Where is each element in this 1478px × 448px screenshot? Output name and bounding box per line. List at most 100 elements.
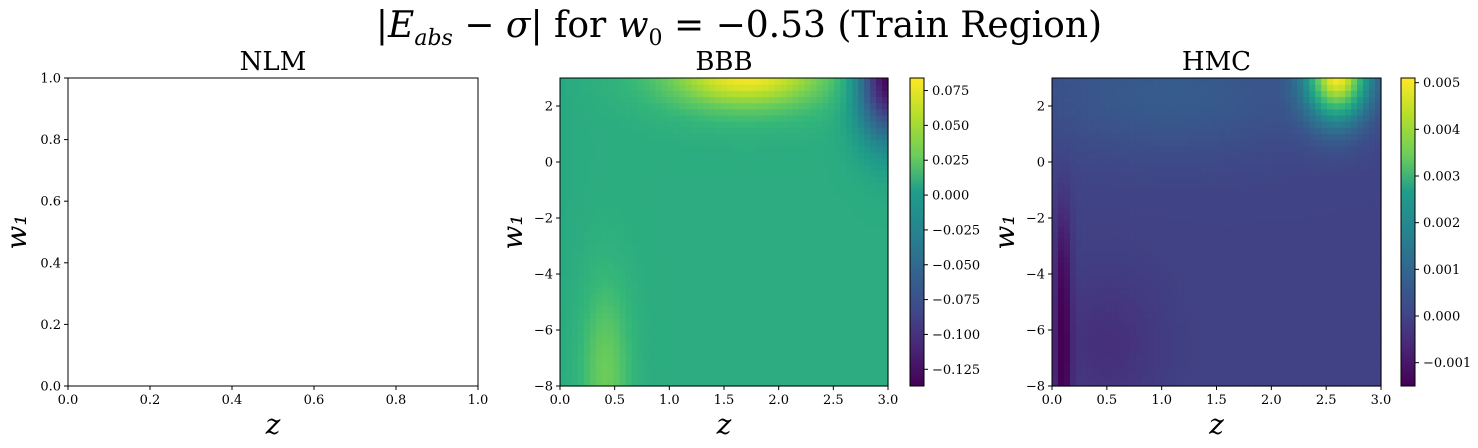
heatmap-cell <box>1052 281 1059 289</box>
heatmap-cell <box>1147 355 1155 362</box>
heatmap-cell <box>1303 244 1310 252</box>
heatmap-cell <box>1303 151 1310 159</box>
heatmap-cell <box>1171 102 1179 110</box>
heatmap-cell <box>607 114 615 122</box>
heatmap-cell <box>1052 96 1059 104</box>
heatmap-cell <box>1267 176 1274 184</box>
heatmap-cell <box>1105 238 1113 245</box>
heatmap-cell <box>619 158 627 165</box>
heatmap-cell <box>762 225 770 233</box>
heatmap-cell <box>1231 275 1239 282</box>
heatmap-cell <box>697 133 704 141</box>
heatmap-cell <box>595 342 603 350</box>
heatmap-cell <box>709 355 716 362</box>
heatmap-cell <box>768 96 776 104</box>
heatmap-cell <box>1165 336 1173 344</box>
heatmap-cell <box>1249 287 1256 295</box>
heatmap-cell <box>1219 305 1227 313</box>
heatmap-cell <box>721 238 728 245</box>
heatmap-cell <box>1207 84 1215 91</box>
heatmap-cell <box>613 90 621 98</box>
heatmap-cell <box>804 102 812 110</box>
heatmap-cell <box>1297 188 1304 196</box>
heatmap-cell <box>858 324 865 332</box>
heatmap-cell <box>816 145 823 153</box>
heatmap-cell <box>1141 127 1149 135</box>
heatmap-cell <box>661 164 668 171</box>
heatmap-cell <box>1285 219 1292 227</box>
heatmap-cell <box>1075 133 1083 141</box>
heatmap-cell <box>738 268 746 276</box>
heatmap-cell <box>1201 207 1209 215</box>
heatmap-cell <box>1249 367 1256 375</box>
heatmap-cell <box>565 275 573 282</box>
heatmap-cell <box>1255 188 1262 196</box>
heatmap-cell <box>1177 78 1185 85</box>
heatmap-cell <box>798 145 806 153</box>
heatmap-cell <box>834 367 841 375</box>
heatmap-cell <box>732 96 740 104</box>
heatmap-cell <box>744 84 752 91</box>
heatmap-cell <box>673 145 680 153</box>
heatmap-cell <box>798 355 806 362</box>
heatmap-cell <box>1135 281 1143 289</box>
heatmap-cell <box>762 232 770 239</box>
heatmap-cell <box>1219 170 1227 178</box>
heatmap-cell <box>1171 164 1179 171</box>
heatmap-cell <box>571 213 579 221</box>
heatmap-cell <box>1279 305 1286 313</box>
heatmap-cell <box>834 373 841 381</box>
heatmap-cell <box>882 176 889 184</box>
heatmap-cell <box>1177 225 1185 233</box>
heatmap-cell <box>804 250 812 258</box>
heatmap-cell <box>1111 219 1119 227</box>
heatmap-cell <box>1075 262 1083 270</box>
heatmap-cell <box>1135 336 1143 344</box>
heatmap-cell <box>1273 299 1280 307</box>
heatmap-cell <box>1255 318 1262 325</box>
heatmap-cell <box>691 281 698 289</box>
heatmap-cell <box>565 324 573 332</box>
heatmap-cell <box>1237 287 1245 295</box>
heatmap-cell <box>709 78 716 85</box>
heatmap-cell <box>834 127 841 135</box>
heatmap-cell <box>1147 349 1155 356</box>
heatmap-cell <box>1195 355 1203 362</box>
heatmap-cell <box>1201 158 1209 165</box>
heatmap-cell <box>1255 133 1262 141</box>
heatmap-cell <box>864 158 871 165</box>
heatmap-cell <box>1303 287 1310 295</box>
heatmap-cell <box>786 225 794 233</box>
heatmap-cell <box>1099 379 1107 387</box>
heatmap-cell <box>1195 232 1203 239</box>
heatmap-cell <box>858 312 865 319</box>
heatmap-cell <box>1189 145 1197 153</box>
heatmap-cell <box>715 342 722 350</box>
heatmap-cell <box>685 188 692 196</box>
heatmap-cell <box>1177 238 1185 245</box>
heatmap-cell <box>1159 207 1167 215</box>
heatmap-cell <box>661 373 668 381</box>
heatmap-cell <box>846 102 853 110</box>
heatmap-cell <box>1195 90 1203 98</box>
heatmap-cell <box>583 312 591 319</box>
heatmap-cell <box>756 287 764 295</box>
heatmap-cell <box>709 349 716 356</box>
heatmap-cell <box>1099 262 1107 270</box>
heatmap-cell <box>780 367 788 375</box>
heatmap-cell <box>768 84 776 91</box>
heatmap-cell <box>1297 90 1304 98</box>
heatmap-cell <box>1195 102 1203 110</box>
heatmap-cell <box>750 114 758 122</box>
heatmap-cell <box>595 108 603 116</box>
heatmap-cell <box>1279 78 1286 85</box>
heatmap-cell <box>1195 219 1203 227</box>
heatmap-cell <box>577 201 585 208</box>
heatmap-cell <box>1159 90 1167 98</box>
heatmap-cell <box>721 342 728 350</box>
heatmap-cell <box>804 367 812 375</box>
heatmap-cell <box>768 355 776 362</box>
heatmap-cell <box>583 256 591 264</box>
heatmap-cell <box>1129 201 1137 208</box>
heatmap-cell <box>1105 139 1113 147</box>
